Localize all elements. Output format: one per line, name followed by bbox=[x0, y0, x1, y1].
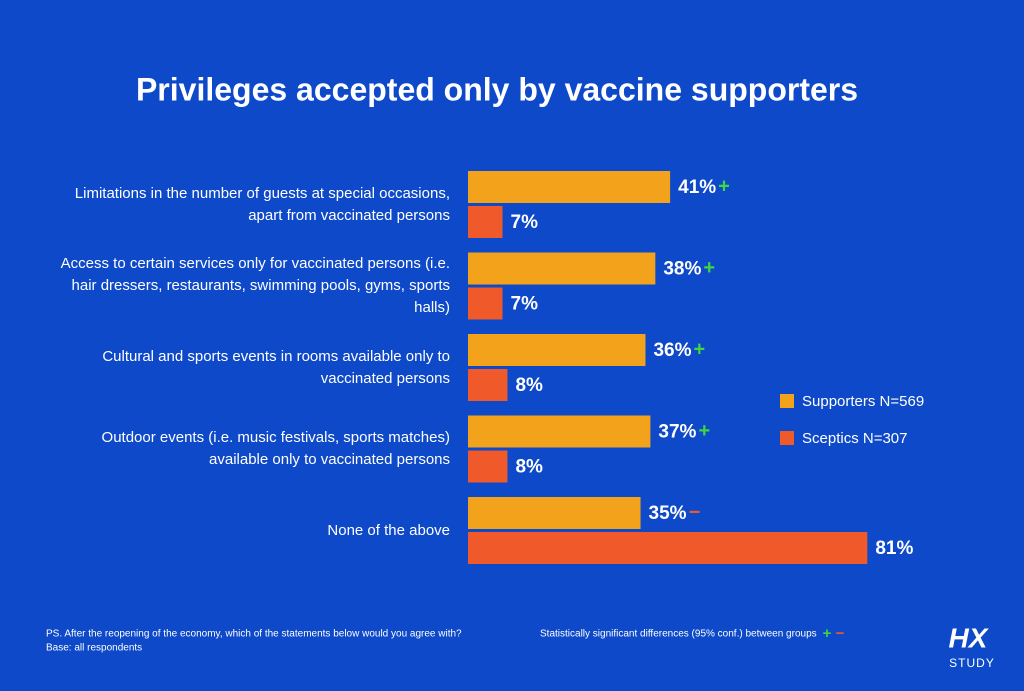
bar bbox=[468, 532, 868, 564]
significance-marker: + bbox=[718, 175, 730, 197]
legend-swatch bbox=[780, 431, 794, 445]
significance-symbol: + bbox=[823, 625, 832, 642]
logo-sub: STUDY bbox=[949, 656, 995, 670]
category-label: None of the above bbox=[327, 521, 450, 539]
significance-text: Statistically significant differences (9… bbox=[540, 629, 817, 640]
significance-marker: + bbox=[703, 257, 715, 279]
value-label: 81% bbox=[875, 538, 913, 559]
footnote: PS. After the reopening of the economy, … bbox=[46, 629, 462, 640]
significance-marker: − bbox=[689, 501, 701, 523]
category-label: Access to certain services only for vacc… bbox=[60, 255, 450, 316]
category-label: Outdoor events (i.e. music festivals, sp… bbox=[101, 429, 450, 468]
value-label: 8% bbox=[515, 375, 543, 396]
bar bbox=[468, 334, 646, 366]
bar bbox=[468, 369, 508, 401]
logo: HX bbox=[949, 622, 990, 653]
value-label: 7% bbox=[511, 294, 539, 315]
bar bbox=[468, 497, 641, 529]
legend-swatch bbox=[780, 394, 794, 408]
value-label: 7% bbox=[511, 212, 539, 233]
bar bbox=[468, 450, 508, 483]
legend-label: Sceptics N=307 bbox=[802, 430, 907, 447]
bar bbox=[468, 171, 671, 203]
category-label: Cultural and sports events in rooms avai… bbox=[102, 347, 450, 387]
value-label: 37% bbox=[658, 422, 696, 443]
value-label: 35% bbox=[649, 503, 687, 524]
significance-marker: + bbox=[694, 338, 706, 360]
bar bbox=[468, 252, 656, 285]
bar bbox=[468, 287, 503, 320]
significance-symbol: − bbox=[836, 625, 845, 642]
legend-label: Supporters N=569 bbox=[802, 393, 924, 410]
significance-marker: + bbox=[698, 420, 710, 442]
value-label: 41% bbox=[678, 177, 716, 198]
category-label: Limitations in the number of guests at s… bbox=[74, 184, 450, 224]
chart-title: Privileges accepted only by vaccine supp… bbox=[136, 71, 858, 107]
value-label: 8% bbox=[515, 457, 543, 478]
value-label: 36% bbox=[653, 340, 691, 361]
bar bbox=[468, 415, 651, 448]
bar bbox=[468, 206, 503, 238]
value-label: 38% bbox=[663, 259, 701, 280]
footnote: Base: all respondents bbox=[46, 643, 142, 654]
